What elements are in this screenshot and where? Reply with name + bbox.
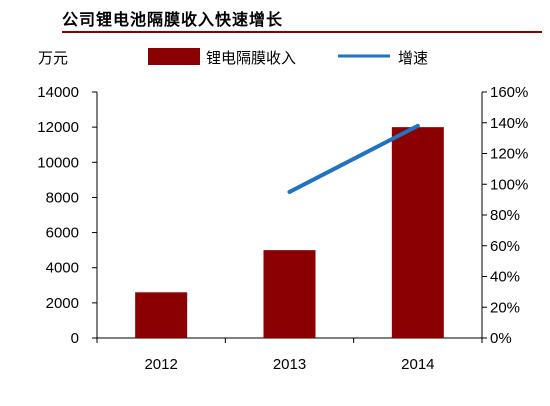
x-tick-label: 2014	[401, 356, 434, 373]
y-axis-unit-label: 万元	[38, 49, 68, 67]
chart-title-block: 公司锂电池隔膜收入快速增长	[0, 0, 550, 34]
y-right-tick-label: 20%	[490, 299, 520, 316]
y-right-tick-label: 100%	[490, 176, 528, 193]
y-right-tick-label: 40%	[490, 269, 520, 286]
y-left-tick-label: 8000	[46, 189, 79, 206]
legend-label-growth: 增速	[398, 49, 428, 67]
chart-title: 公司锂电池隔膜收入快速增长	[62, 10, 284, 29]
bar-2014	[391, 127, 444, 339]
y-right-tick-label: 60%	[490, 238, 520, 255]
y-right-tick-label: 0%	[490, 330, 512, 347]
y-left-tick-label: 0	[71, 330, 79, 347]
y-left-tick-label: 10000	[37, 154, 79, 171]
x-tick-label: 2013	[273, 356, 306, 373]
y-right-tick-label: 80%	[490, 207, 520, 224]
y-left-tick-label: 12000	[37, 119, 79, 136]
y-right-tick-label: 140%	[490, 115, 528, 132]
y-left-tick-label: 4000	[46, 260, 79, 277]
y-right-tick-label: 160%	[490, 84, 528, 101]
x-tick-label: 2012	[144, 356, 177, 373]
legend-swatch-revenue	[148, 48, 200, 65]
y-left-tick-label: 2000	[46, 295, 79, 312]
growth-line	[287, 123, 420, 194]
y-right-tick-label: 120%	[490, 146, 528, 163]
bar-2013	[263, 250, 316, 338]
y-left-tick-label: 14000	[37, 84, 79, 101]
bar-2012	[135, 292, 188, 338]
y-left-tick-label: 6000	[46, 225, 79, 242]
legend-label-revenue: 锂电隔膜收入	[206, 49, 296, 67]
title-underline	[62, 31, 542, 33]
